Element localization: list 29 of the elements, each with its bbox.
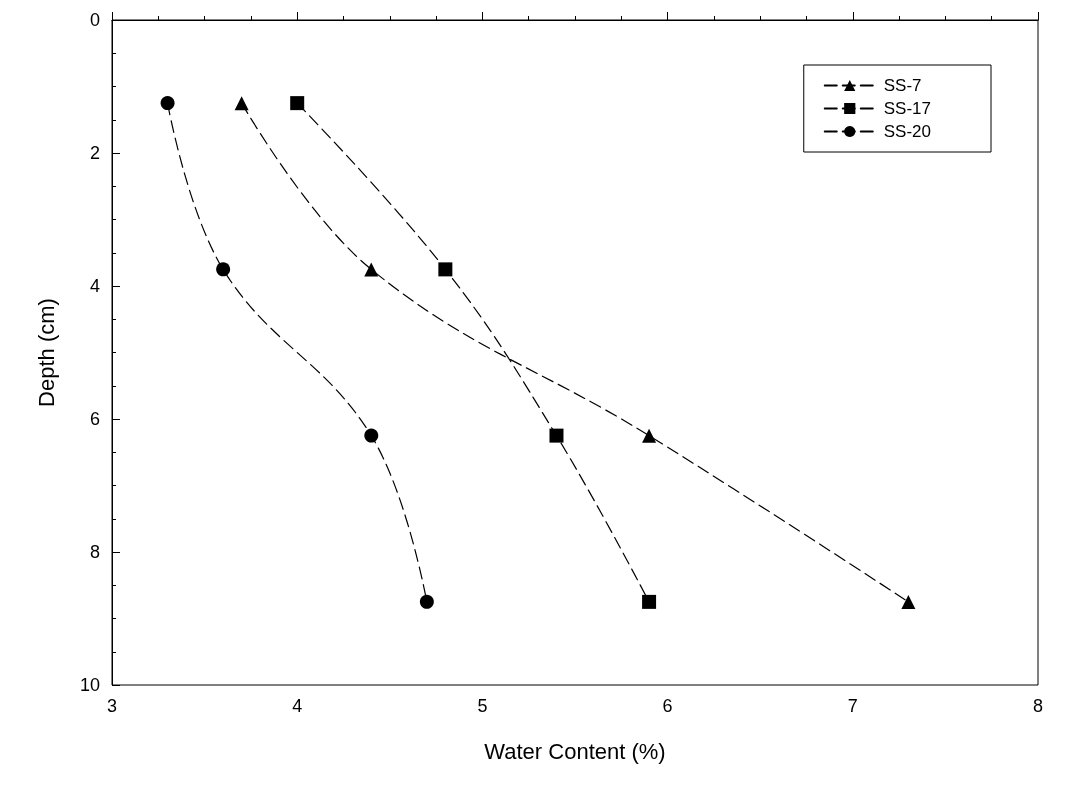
x-tick-label: 8 [1032, 696, 1044, 716]
point [642, 428, 657, 443]
legend-label: SS-17 [883, 99, 931, 118]
point [901, 594, 916, 609]
y-tick-label: 0 [89, 10, 100, 30]
y-axis-title: Depth (cm) [33, 298, 59, 407]
x-tick-label: 4 [292, 696, 303, 716]
point [234, 96, 249, 111]
y-tick-label: 2 [89, 143, 100, 163]
legend-label: SS-7 [883, 76, 922, 95]
x-tick-label: 3 [106, 696, 118, 716]
point [419, 594, 434, 609]
point [290, 96, 305, 111]
y-tick-label: 6 [89, 409, 100, 429]
x-axis-title: Water Content (%) [484, 738, 666, 764]
point [216, 262, 231, 277]
point [364, 262, 379, 277]
point [549, 428, 564, 443]
x-tick-label: 7 [847, 696, 858, 716]
point [364, 428, 379, 443]
y-tick-label: 8 [89, 542, 100, 562]
y-tick-label: 4 [89, 276, 100, 296]
legend-label: SS-20 [883, 122, 931, 141]
point [438, 262, 453, 277]
x-tick-label: 6 [662, 696, 673, 716]
y-tick-label: 10 [79, 675, 100, 695]
point [642, 594, 657, 609]
x-tick-label: 5 [477, 696, 488, 716]
point [160, 96, 175, 111]
